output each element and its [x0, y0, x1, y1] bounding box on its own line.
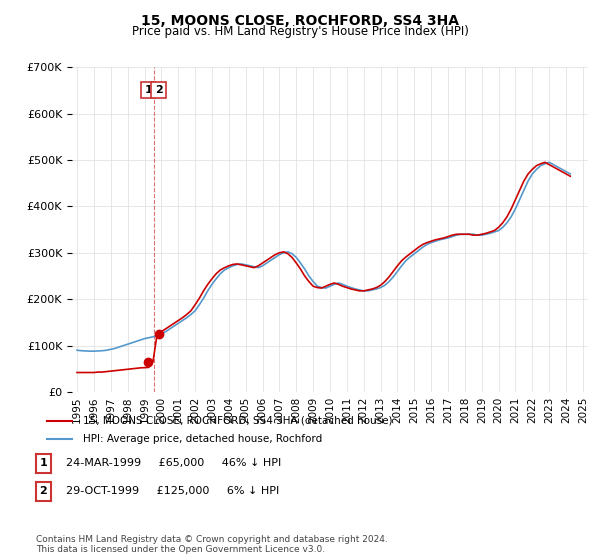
- Text: Contains HM Land Registry data © Crown copyright and database right 2024.
This d: Contains HM Land Registry data © Crown c…: [36, 535, 388, 554]
- Text: 2: 2: [155, 85, 163, 95]
- Text: 2: 2: [40, 487, 47, 496]
- Text: 15, MOONS CLOSE, ROCHFORD, SS4 3HA: 15, MOONS CLOSE, ROCHFORD, SS4 3HA: [141, 14, 459, 28]
- Text: 24-MAR-1999     £65,000     46% ↓ HPI: 24-MAR-1999 £65,000 46% ↓ HPI: [66, 458, 281, 468]
- Text: 15, MOONS CLOSE, ROCHFORD, SS4 3HA (detached house): 15, MOONS CLOSE, ROCHFORD, SS4 3HA (deta…: [83, 416, 392, 426]
- Text: 29-OCT-1999     £125,000     6% ↓ HPI: 29-OCT-1999 £125,000 6% ↓ HPI: [66, 486, 279, 496]
- Text: 1: 1: [40, 459, 47, 468]
- Text: HPI: Average price, detached house, Rochford: HPI: Average price, detached house, Roch…: [83, 434, 322, 444]
- Text: 1: 1: [145, 85, 152, 95]
- Text: Price paid vs. HM Land Registry's House Price Index (HPI): Price paid vs. HM Land Registry's House …: [131, 25, 469, 38]
